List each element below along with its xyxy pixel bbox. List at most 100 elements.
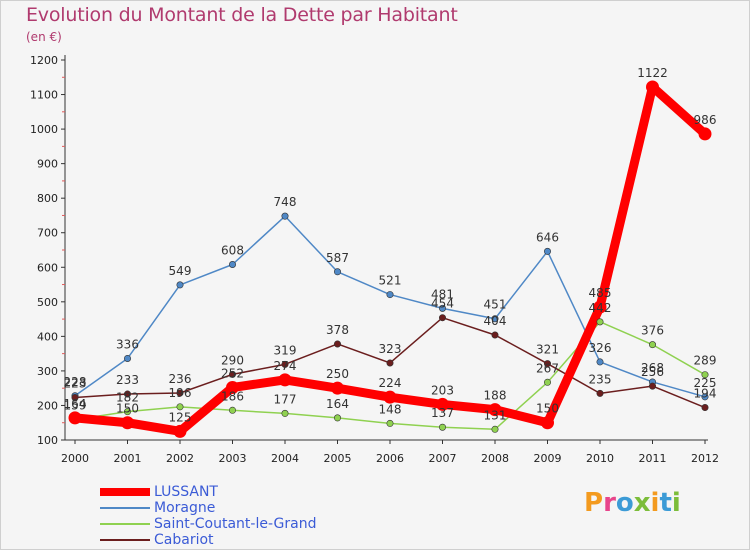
data-point [281, 409, 289, 417]
data-point [386, 359, 394, 367]
x-tick-label: 2002 [166, 452, 194, 465]
legend-label: Cabariot [154, 531, 214, 548]
legend-item-moragne: Moragne [100, 500, 316, 516]
data-label: 252 [221, 366, 244, 380]
data-point [176, 281, 184, 289]
data-point [383, 390, 397, 404]
data-label: 451 [484, 298, 507, 312]
data-label: 233 [116, 373, 139, 387]
data-point [438, 423, 446, 431]
brand-letter: i [671, 488, 681, 518]
data-label: 150 [116, 402, 139, 416]
data-point [648, 341, 656, 349]
data-point [543, 378, 551, 386]
y-tick-label: 1200 [30, 54, 58, 67]
data-point [541, 416, 554, 430]
x-tick-label: 2004 [271, 452, 299, 465]
brand-letter: x [633, 488, 651, 518]
data-label: 194 [694, 387, 717, 401]
legend-item-lussant: LUSSANT [100, 484, 316, 500]
data-label: 203 [431, 383, 454, 397]
data-point [278, 373, 292, 387]
data-point [596, 358, 604, 366]
data-label: 321 [536, 343, 559, 357]
data-point [71, 394, 79, 402]
data-label: 521 [379, 274, 402, 288]
data-label: 125 [169, 410, 192, 424]
data-label: 323 [379, 342, 402, 356]
data-label: 442 [589, 301, 612, 315]
data-label: 148 [379, 402, 402, 416]
data-label: 164 [326, 397, 349, 411]
data-point [596, 318, 604, 326]
brand-logo: Proxiti [584, 488, 681, 518]
brand-letter: P [584, 488, 604, 518]
data-label: 256 [641, 365, 664, 379]
x-tick-label: 2005 [324, 452, 352, 465]
data-point [648, 382, 656, 390]
data-point [543, 360, 551, 368]
data-point [281, 360, 289, 368]
data-label: 224 [379, 376, 402, 390]
data-label: 159 [64, 399, 87, 413]
data-label: 1122 [637, 66, 668, 80]
x-tick-label: 2000 [61, 452, 89, 465]
data-point [333, 414, 341, 422]
legend-label: Moragne [154, 499, 216, 516]
data-point [176, 403, 184, 411]
data-label: 608 [221, 244, 244, 258]
data-label: 290 [221, 353, 244, 367]
data-point [281, 212, 289, 220]
data-label: 196 [169, 386, 192, 400]
data-point [331, 381, 344, 395]
data-point [229, 406, 237, 414]
data-point [121, 416, 134, 430]
chart-unit: (en €) [26, 30, 62, 44]
x-tick-label: 2008 [481, 452, 509, 465]
data-label: 268 [641, 361, 664, 375]
data-point [176, 389, 184, 397]
data-label: 378 [326, 323, 349, 337]
y-tick-label: 300 [37, 365, 58, 378]
data-label: 177 [274, 392, 297, 406]
data-label: 336 [116, 337, 139, 351]
data-label: 748 [274, 195, 297, 209]
data-label: 485 [589, 286, 612, 300]
data-label: 164 [64, 397, 87, 411]
chart-title: Evolution du Montant de la Dette par Hab… [26, 4, 458, 26]
data-label: 186 [221, 389, 244, 403]
x-tick-label: 2011 [639, 452, 667, 465]
data-point [436, 397, 449, 411]
data-point [596, 389, 604, 397]
y-tick-label: 500 [37, 296, 58, 309]
data-point [701, 393, 709, 401]
x-tick-label: 2010 [586, 452, 614, 465]
data-label: 646 [536, 230, 559, 244]
brand-letter: o [615, 488, 634, 518]
y-tick-label: 200 [37, 399, 58, 412]
data-label: 326 [589, 341, 612, 355]
x-tick-label: 2012 [691, 452, 719, 465]
y-tick-label: 1100 [30, 89, 58, 102]
data-label: 267 [536, 361, 559, 375]
legend-label: LUSSANT [154, 483, 218, 500]
legend-item-cabariot: Cabariot [100, 532, 316, 548]
data-label: 236 [169, 372, 192, 386]
brand-letter: r [603, 488, 616, 518]
data-label: 319 [274, 343, 297, 357]
data-label: 225 [694, 376, 717, 390]
data-label: 587 [326, 251, 349, 265]
data-point [386, 419, 394, 427]
data-label: 150 [536, 402, 559, 416]
data-point [491, 315, 499, 323]
y-tick-label: 400 [37, 330, 58, 343]
x-tick-label: 2003 [219, 452, 247, 465]
data-point [333, 268, 341, 276]
brand-letter: i [650, 488, 660, 518]
data-point [701, 371, 709, 379]
legend: LUSSANT Moragne Saint-Coutant-le-Grand C… [100, 484, 316, 548]
data-label: 481 [431, 287, 454, 301]
data-point [438, 304, 446, 312]
